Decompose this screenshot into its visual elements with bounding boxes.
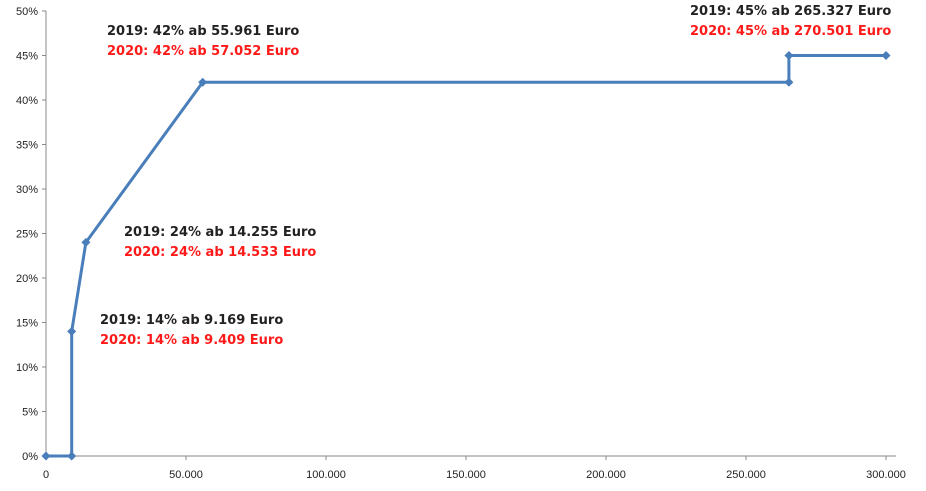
x-tick-label: 100.000 — [306, 469, 346, 481]
y-tick-label: 5% — [22, 407, 38, 419]
annotation-2019: 2019: 42% ab 55.961 Euro — [107, 24, 299, 39]
annotation-2020: 2020: 45% ab 270.501 Euro — [690, 24, 891, 39]
y-tick-label: 15% — [16, 318, 38, 330]
y-tick-label: 50% — [16, 6, 38, 18]
y-tick-label: 20% — [16, 273, 38, 285]
y-tick-label: 0% — [22, 451, 38, 463]
axes — [42, 10, 896, 460]
annotations: 2019: 14% ab 9.169 Euro 2020: 14% ab 9.40… — [100, 4, 891, 348]
data-point-marker — [784, 77, 794, 87]
annotation-block: 2019: 24% ab 14.255 Euro 2020: 24% ab 14.… — [124, 225, 316, 260]
annotation-block: 2019: 14% ab 9.169 Euro 2020: 14% ab 9.40… — [100, 313, 283, 348]
y-tick-label: 30% — [16, 184, 38, 196]
annotation-2020: 2020: 14% ab 9.409 Euro — [100, 333, 283, 348]
x-tick-label: 150.000 — [446, 469, 486, 481]
data-point-marker — [784, 51, 794, 60]
annotation-2020: 2020: 42% ab 57.052 Euro — [107, 44, 299, 59]
tick-labels: 0% 5% 10% 15% 20% 25% 30% 35% 40% 45% 50% 0 50.000 10… — [16, 6, 906, 481]
data-point-marker — [881, 51, 891, 60]
annotation-block: 2019: 42% ab 55.961 Euro 2020: 42% ab 57.… — [107, 24, 299, 59]
annotation-block: 2019: 45% ab 265.327 Euro 2020: 45% ab 27… — [690, 4, 891, 39]
x-tick-label: 200.000 — [586, 469, 626, 481]
data-point-marker — [41, 451, 51, 461]
annotation-2019: 2019: 45% ab 265.327 Euro — [690, 4, 891, 19]
data-point-marker — [67, 326, 77, 336]
y-tick-label: 45% — [16, 51, 38, 63]
x-tick-label: 300.000 — [866, 469, 906, 481]
data-point-marker — [198, 77, 208, 87]
series — [41, 51, 891, 461]
y-tick-label: 40% — [16, 95, 38, 107]
y-tick-label: 35% — [16, 140, 38, 152]
x-tick-label: 50.000 — [169, 469, 203, 481]
y-tick-label: 25% — [16, 229, 38, 241]
annotation-2020: 2020: 24% ab 14.533 Euro — [124, 245, 316, 260]
y-tick-label: 10% — [16, 362, 38, 374]
x-tick-label: 0 — [43, 469, 49, 481]
annotation-2019: 2019: 24% ab 14.255 Euro — [124, 225, 316, 240]
annotation-2019: 2019: 14% ab 9.169 Euro — [100, 313, 283, 328]
data-point-marker — [67, 451, 77, 461]
data-point-marker — [81, 237, 91, 247]
x-tick-label: 250.000 — [726, 469, 766, 481]
